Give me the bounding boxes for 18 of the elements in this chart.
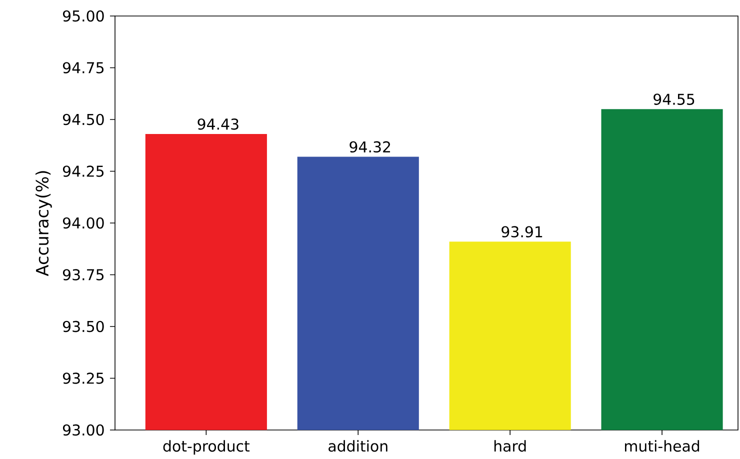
x-tick-label: addition: [328, 440, 388, 452]
data-label: 94.43: [198, 118, 238, 130]
data-label: 94.55: [654, 94, 694, 105]
x-tick-label: dot-product: [163, 440, 250, 455]
y-tick-label: 95.00: [62, 10, 104, 22]
x-tick-label: muti-head: [625, 440, 700, 452]
x-tick-label: hard: [494, 440, 526, 452]
y-tick-label: 93.50: [62, 320, 104, 332]
y-tick-label: 93.00: [62, 424, 104, 436]
data-label: 93.91: [502, 226, 542, 238]
y-tick-label: 93.25: [62, 372, 104, 384]
y-tick-label: 94.00: [62, 217, 104, 229]
y-tick-label: 94.25: [62, 166, 104, 177]
y-axis-title: Accuracy(%): [36, 171, 52, 276]
data-label: 94.32: [350, 141, 390, 153]
y-tick-label: 94.75: [62, 62, 104, 74]
y-tick-label: 93.75: [62, 269, 104, 280]
y-tick-label: 94.50: [62, 114, 104, 126]
